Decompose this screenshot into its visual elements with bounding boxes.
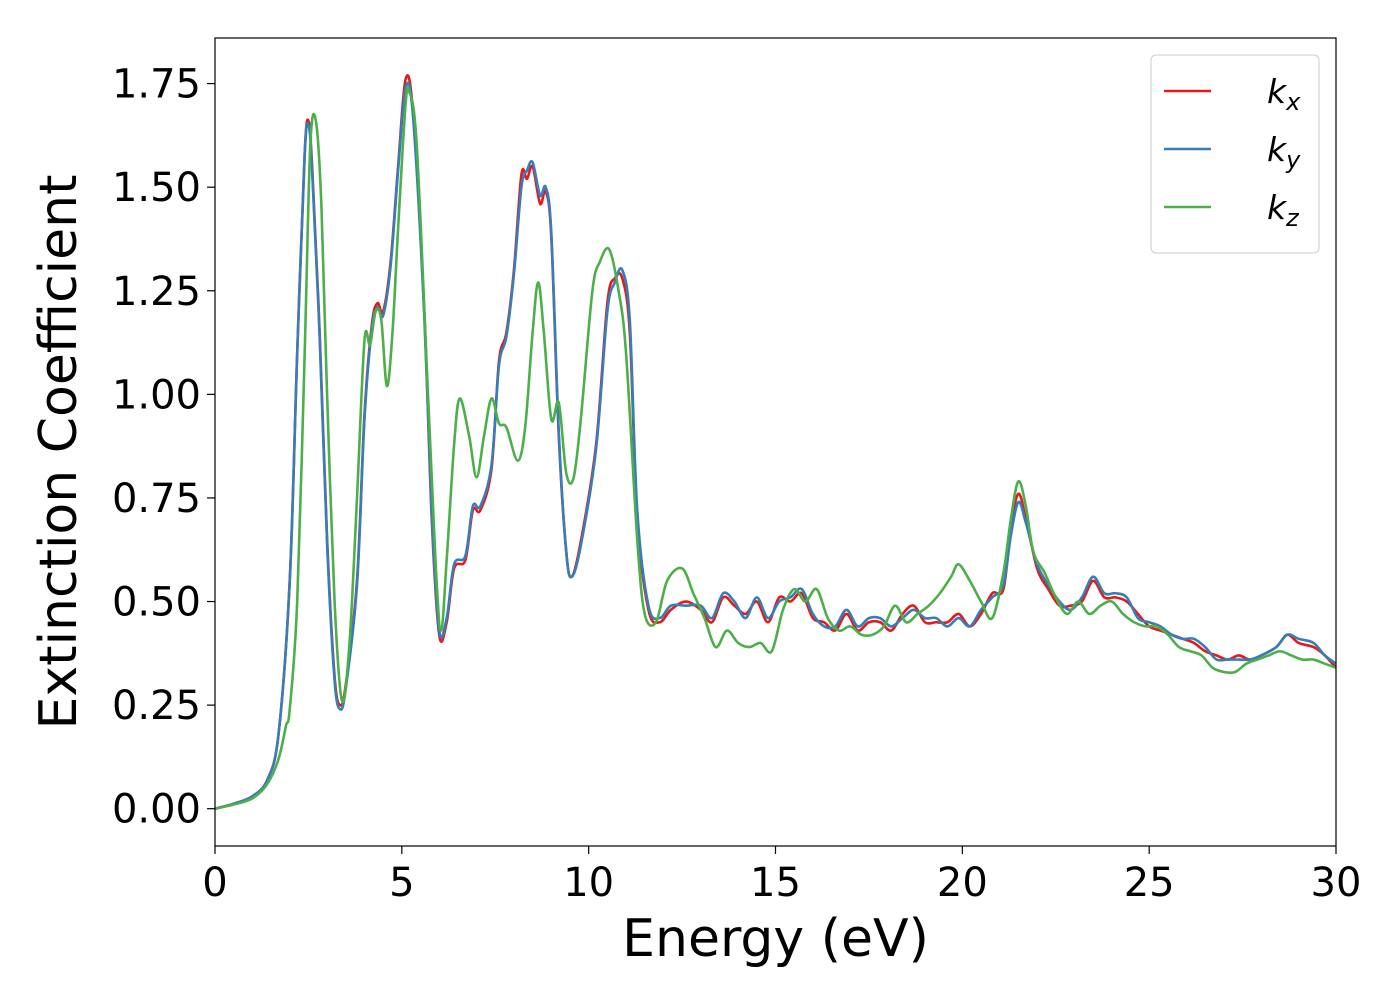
x-tick-label: 25 [1124,860,1175,906]
y-tick-label: 0.25 [112,683,201,729]
legend-subscript: y [1285,146,1301,174]
y-tick-label: 1.50 [112,165,201,211]
series-layer [215,74,1336,810]
x-tick-label: 5 [389,860,414,906]
legend-subscript: x [1285,88,1301,116]
y-tick-label: 1.25 [112,269,201,315]
x-tick-label: 15 [750,860,801,906]
legend-label-ky: ky [1267,130,1301,174]
x-tick-label: 20 [937,860,988,906]
series-line-kz [215,85,1336,810]
y-axis-label: Extinction Coefficient [29,175,89,730]
plot-frame [214,37,1337,847]
legend-box [1150,54,1320,254]
x-tick-label: 30 [1311,860,1362,906]
legend-label-kx: kx [1267,72,1301,116]
y-tick-label: 0.50 [112,580,201,626]
legend-subscript: z [1285,204,1300,232]
y-tick-label: 1.00 [112,372,201,418]
y-tick-label: 0.75 [112,476,201,522]
y-tick-label: 1.75 [112,62,201,108]
x-tick-label: 10 [563,860,614,906]
x-axis-label: Energy (eV) [622,909,929,969]
y-tick-label: 0.00 [112,787,201,833]
series-line-ky [215,81,1336,810]
ticks-layer: 0 5 10 15 20 25 30 0.00 0.25 0.50 0.75 1.00 1.25 1.50… [112,62,1362,906]
x-tick-label: 0 [202,860,227,906]
